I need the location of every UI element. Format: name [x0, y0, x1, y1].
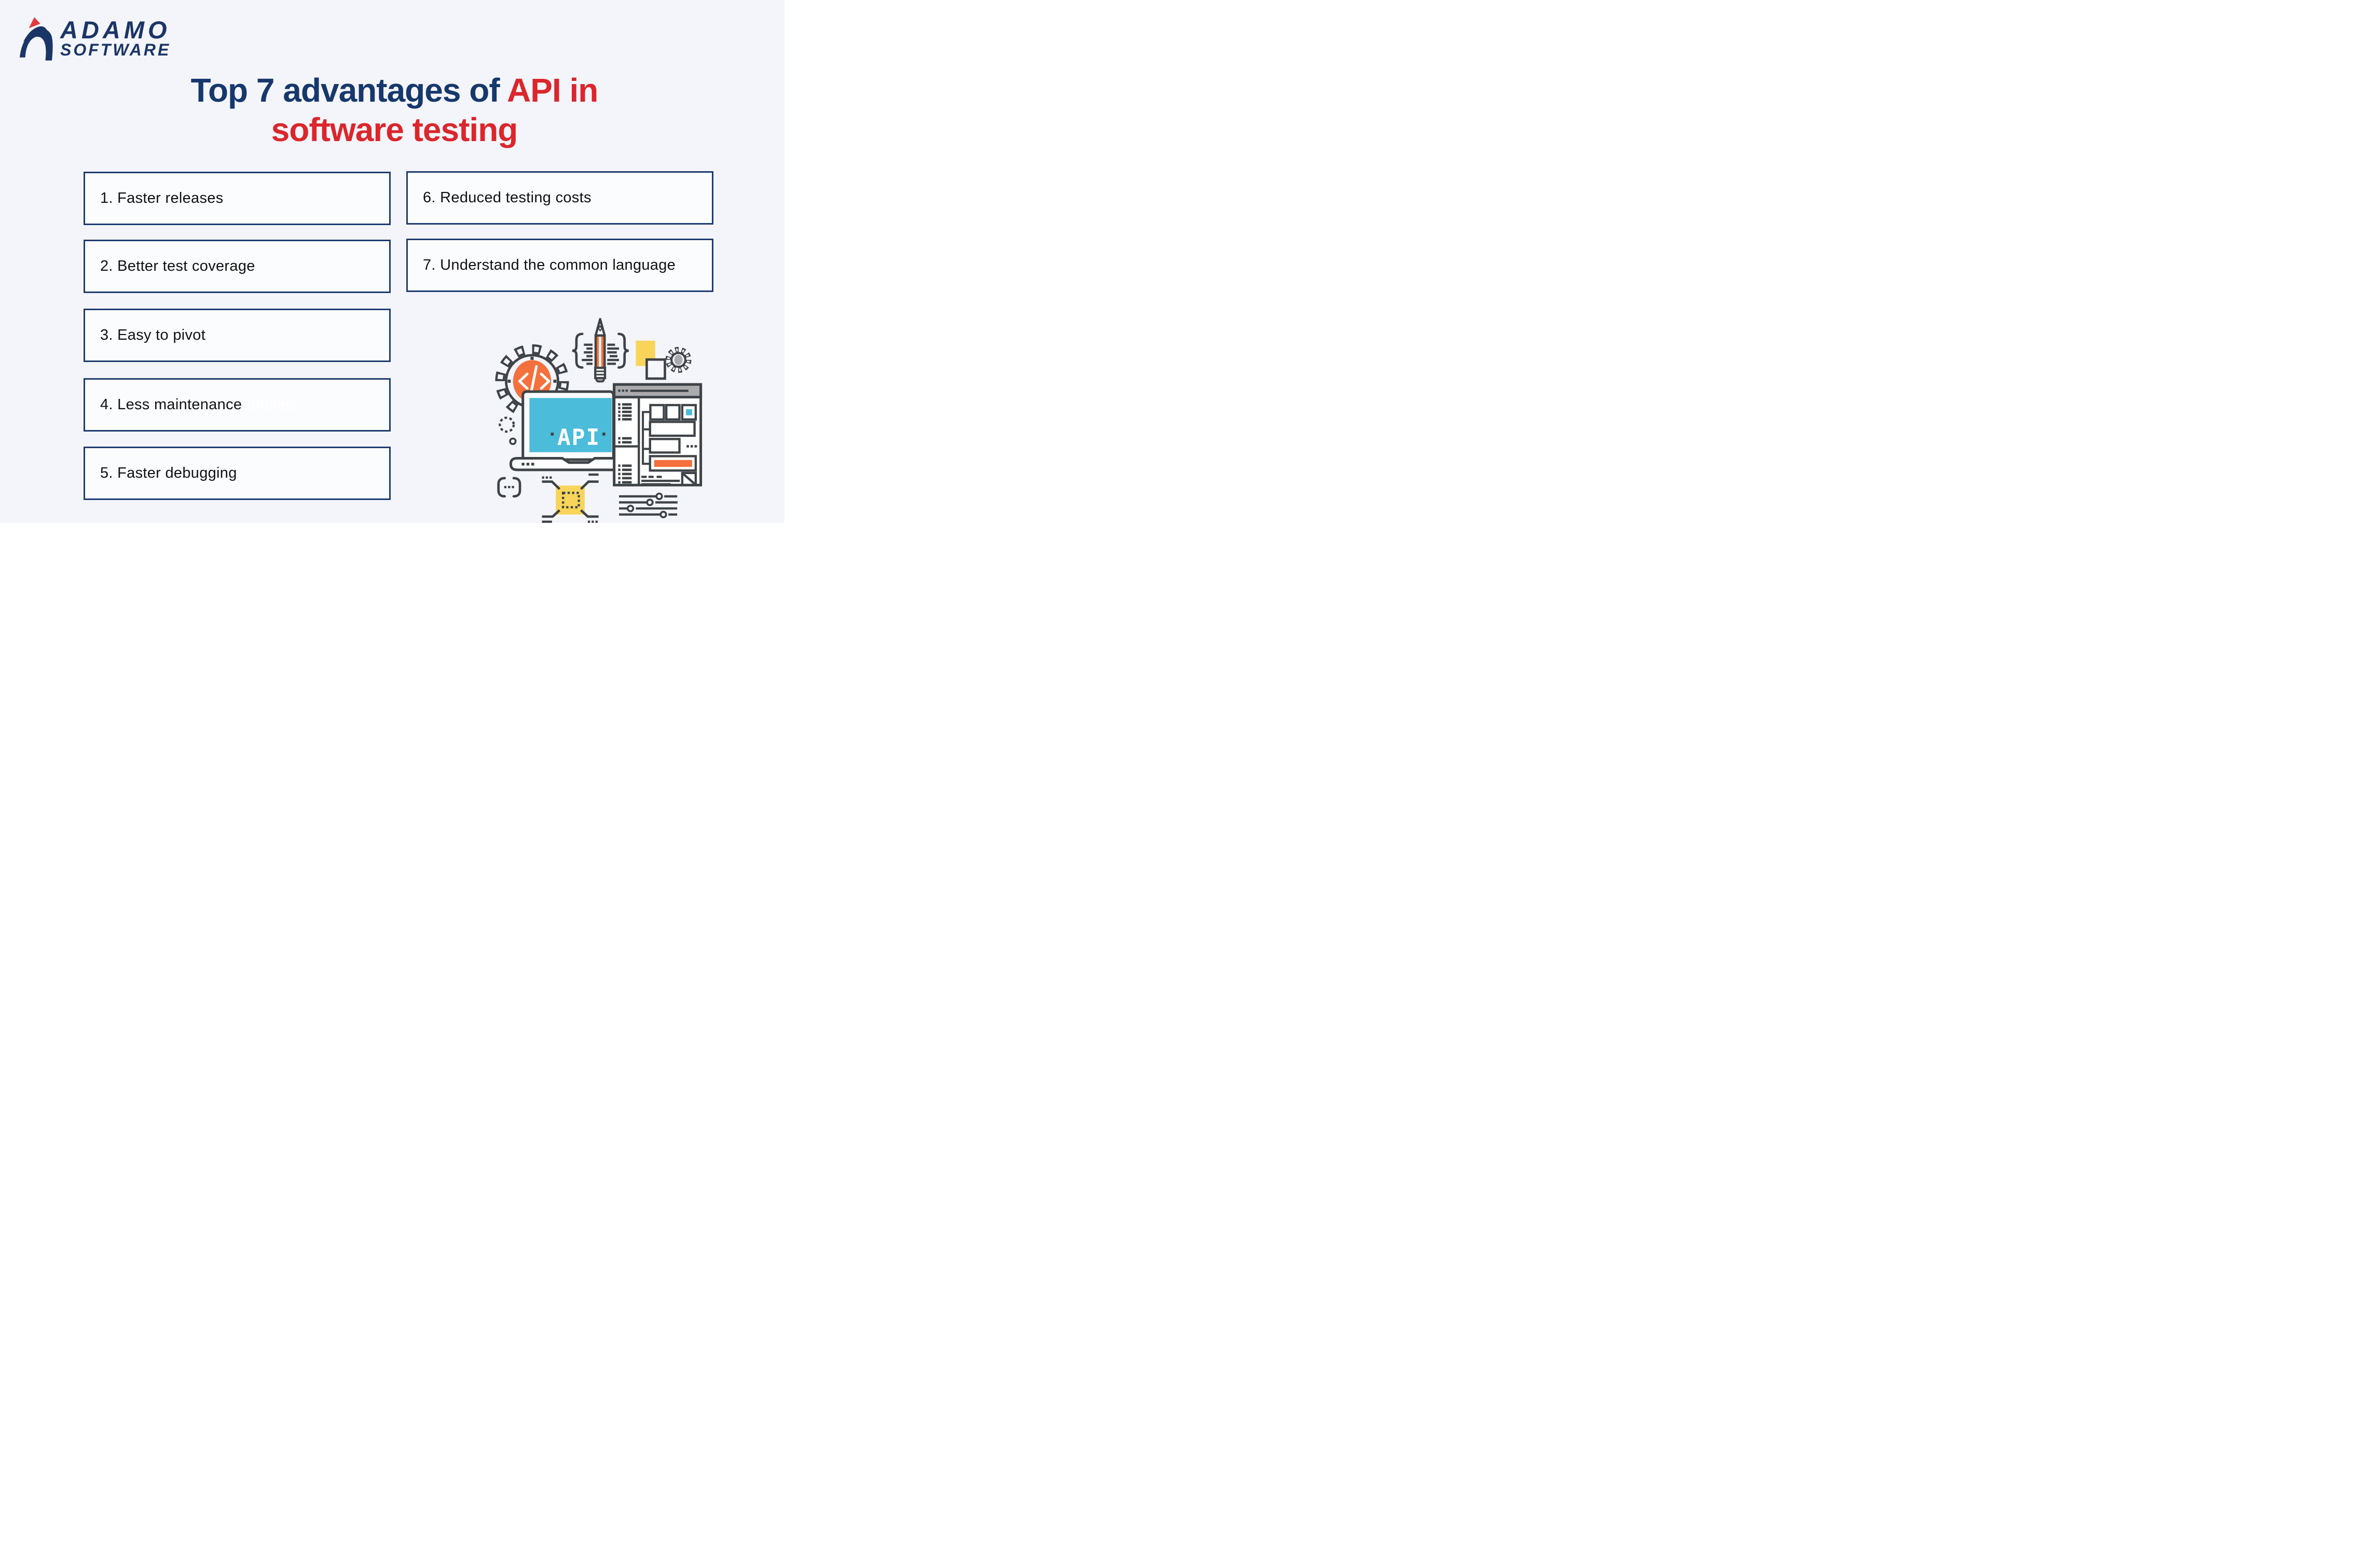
laptop-base	[509, 456, 616, 471]
logo-tagline: SOFTWARE	[60, 40, 171, 59]
advantage-label: 7. Understand the common language	[423, 257, 676, 273]
advantage-box-7: 7. Understand the common language	[406, 239, 713, 292]
window-content-blocks	[641, 404, 697, 487]
title-navy-part: Top 7 advantages of	[190, 72, 500, 109]
ghost-template-text: 4. Recommendation Engines	[100, 396, 297, 413]
adamo-logo-icon	[20, 17, 53, 61]
advantage-label: 5. Faster debugging	[100, 465, 237, 481]
code-lines	[582, 343, 620, 365]
brackets-dots-icon	[497, 477, 521, 498]
logo-red-triangle	[29, 17, 40, 29]
outlined-square	[645, 358, 666, 380]
browser-window	[613, 383, 703, 487]
logo-name: ADAMO	[60, 16, 171, 44]
advantage-label: 6. Reduced testing costs	[423, 189, 591, 206]
page-title: Top 7 advantages of API in software testi…	[10, 71, 778, 149]
sliders-icon	[619, 492, 678, 519]
laptop-screen	[529, 398, 612, 452]
left-brace	[572, 332, 584, 369]
advantage-box-4: 4. Recommendation Engines 4. Less mainte…	[84, 378, 391, 432]
window-tree-connector	[642, 411, 653, 465]
advantage-label: 2. Better test coverage	[100, 258, 255, 274]
api-illustration: API	[495, 317, 703, 523]
logo-lower-swoosh	[20, 29, 53, 61]
chip-icon	[542, 473, 599, 523]
advantage-label: 1. Faster releases	[100, 190, 224, 206]
advantage-box-2: 2. Better test coverage	[84, 240, 391, 293]
pencil-icon	[594, 317, 607, 383]
api-screen-label: API	[557, 424, 600, 450]
advantage-box-5: 5. Faster debugging	[84, 447, 391, 500]
advantage-label: 3. Easy to pivot	[100, 327, 206, 343]
title-red-part: API in	[507, 72, 598, 109]
title-line2: software testing	[271, 111, 518, 148]
small-gear-icon	[665, 346, 692, 373]
right-brace	[617, 332, 629, 369]
advantage-box-1: 1. Faster releases	[84, 172, 391, 225]
small-circle-icon	[509, 437, 517, 445]
logo: ADAMO SOFTWARE	[20, 12, 171, 61]
dotted-circle-icon	[499, 417, 515, 433]
window-sidebar-rows	[614, 403, 638, 484]
advantage-box-6: 6. Reduced testing costs	[406, 171, 713, 225]
logo-text: ADAMO SOFTWARE	[60, 16, 171, 59]
laptop: API	[509, 390, 616, 471]
advantage-label: 4. Less maintenance	[100, 396, 242, 413]
advantage-box-3: 3. Easy to pivot	[84, 309, 391, 362]
infographic-page: ADAMO SOFTWARE Top 7 advantages of API i…	[0, 0, 785, 523]
code-block-icon	[572, 332, 629, 369]
